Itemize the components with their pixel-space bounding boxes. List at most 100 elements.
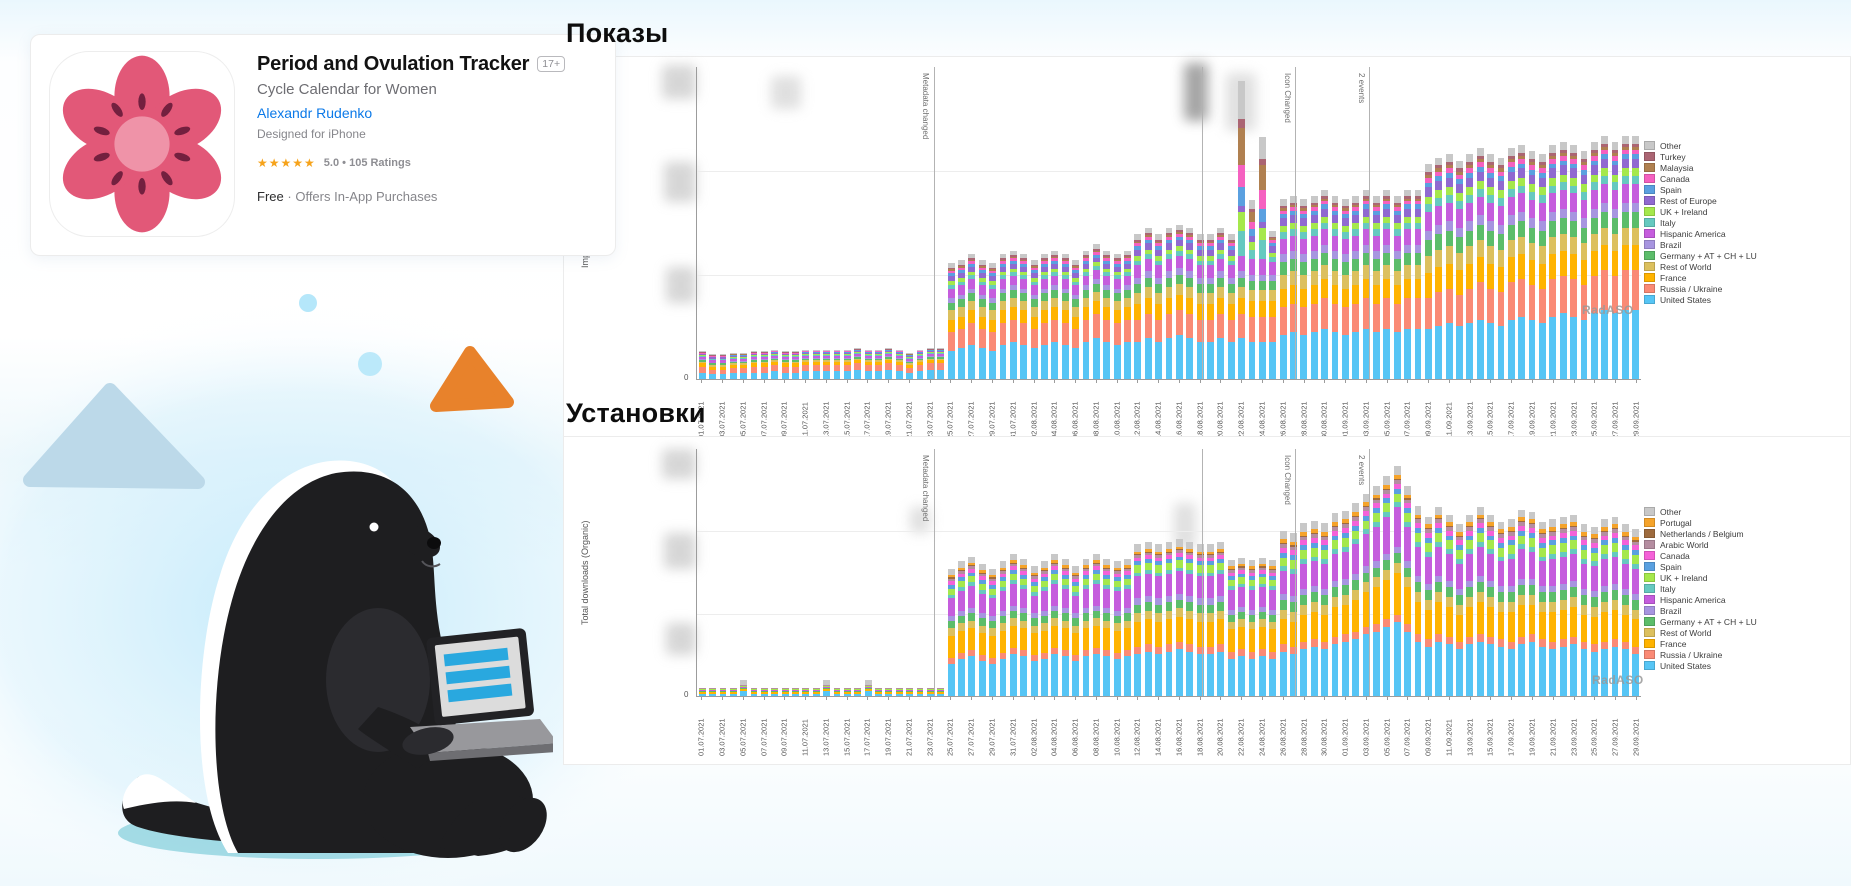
impressions-plot-area bbox=[696, 67, 1641, 380]
bar-segment bbox=[1227, 249, 1235, 256]
x-tick-mark bbox=[805, 697, 807, 700]
bar-segment bbox=[968, 576, 976, 583]
bar-segment bbox=[1248, 258, 1256, 275]
bar-segment bbox=[1590, 152, 1598, 156]
bar-segment bbox=[999, 577, 1007, 582]
bar-segment bbox=[719, 360, 727, 363]
bar-segment bbox=[1290, 304, 1297, 333]
bar-segment bbox=[1020, 571, 1028, 576]
bar-segment bbox=[1227, 614, 1235, 622]
bar-segment bbox=[698, 353, 706, 355]
bar-segment bbox=[1051, 255, 1059, 257]
legend-swatch bbox=[1644, 507, 1655, 516]
developer-link[interactable]: Alexandr Rudenko bbox=[257, 105, 373, 121]
bar-segment bbox=[1238, 649, 1246, 657]
bar-segment bbox=[1186, 549, 1194, 552]
bar-segment bbox=[1476, 546, 1484, 577]
bar-segment bbox=[1590, 607, 1598, 617]
bar-segment bbox=[1352, 539, 1360, 545]
bar-segment bbox=[1258, 280, 1266, 291]
bar-segment bbox=[1456, 545, 1463, 551]
bar-segment bbox=[989, 628, 997, 636]
bar-segment bbox=[1601, 310, 1609, 379]
bar-segment bbox=[1207, 576, 1214, 599]
bar-segment bbox=[1487, 194, 1494, 203]
bar-segment bbox=[1383, 196, 1391, 199]
bar-segment bbox=[771, 371, 779, 379]
bar-segment bbox=[1030, 259, 1038, 265]
bar bbox=[1290, 449, 1297, 696]
bar-segment bbox=[1061, 578, 1069, 585]
bar-segment bbox=[1310, 542, 1318, 548]
bar-segment bbox=[926, 351, 934, 353]
bar-segment bbox=[823, 360, 831, 362]
bar-segment bbox=[1238, 567, 1246, 571]
bar-segment bbox=[1528, 162, 1536, 166]
bar-segment bbox=[698, 354, 706, 356]
bar-segment bbox=[978, 316, 986, 330]
bar-segment bbox=[1518, 516, 1526, 521]
bar-segment bbox=[1362, 529, 1370, 535]
bar-segment bbox=[1373, 494, 1380, 499]
bar-segment bbox=[1445, 230, 1453, 247]
bar-segment bbox=[1175, 649, 1183, 696]
bar-segment bbox=[1186, 287, 1194, 298]
bar-segment bbox=[1217, 240, 1225, 244]
bar-segment bbox=[1061, 650, 1069, 657]
bar bbox=[1424, 449, 1432, 696]
bar-segment bbox=[1196, 544, 1204, 552]
price-row: Free · Offers In-App Purchases bbox=[257, 189, 601, 204]
bar-segment bbox=[1570, 514, 1577, 522]
bar-segment bbox=[958, 267, 965, 271]
bar-segment bbox=[1155, 293, 1163, 305]
legend-swatch bbox=[1644, 273, 1655, 282]
bar bbox=[1539, 449, 1546, 696]
bar-segment bbox=[1113, 288, 1121, 294]
bar-segment bbox=[1321, 614, 1329, 642]
bar-segment bbox=[1331, 204, 1339, 208]
bar-segment bbox=[1020, 344, 1028, 379]
bar-segment bbox=[1238, 287, 1246, 298]
bar-segment bbox=[1258, 656, 1266, 696]
bar-segment bbox=[1227, 609, 1235, 615]
bar-segment bbox=[1362, 566, 1370, 573]
bar-segment bbox=[729, 689, 737, 692]
bar-segment bbox=[1341, 578, 1349, 585]
bar-segment bbox=[1082, 319, 1090, 342]
bar-segment bbox=[1549, 163, 1557, 169]
bar-segment bbox=[1092, 249, 1100, 251]
bar-segment bbox=[1570, 152, 1577, 156]
x-tick-mark bbox=[1178, 380, 1180, 383]
bar-segment bbox=[833, 687, 841, 689]
bar-segment bbox=[1155, 241, 1163, 244]
laptop bbox=[402, 628, 553, 761]
bar bbox=[1528, 67, 1536, 379]
x-tick-label: 25.09.2021 bbox=[1589, 718, 1599, 756]
bar-segment bbox=[1373, 196, 1380, 203]
bar-segment bbox=[1414, 279, 1422, 298]
bar-segment bbox=[1186, 254, 1194, 259]
bar bbox=[1404, 67, 1411, 379]
bar-segment bbox=[698, 689, 706, 692]
bar-segment bbox=[1632, 168, 1640, 177]
bar-segment bbox=[1321, 201, 1329, 205]
bar-segment bbox=[1570, 168, 1577, 178]
bar-segment bbox=[1124, 584, 1131, 589]
bar-segment bbox=[1041, 630, 1048, 653]
bar-segment bbox=[1092, 244, 1100, 250]
bar-segment bbox=[1352, 215, 1360, 224]
bar-segment bbox=[1476, 602, 1484, 635]
legend-item: Spain bbox=[1644, 184, 1757, 195]
bar-segment bbox=[1497, 198, 1505, 206]
x-tick-mark bbox=[1324, 697, 1326, 700]
bar-segment bbox=[812, 357, 820, 359]
bar-segment bbox=[781, 366, 789, 373]
x-tick-label: 16.08.2021 bbox=[1174, 401, 1184, 439]
rating-value: 5.0 bbox=[323, 157, 340, 169]
bar-segment bbox=[823, 691, 831, 696]
bar-segment bbox=[1165, 240, 1173, 244]
installs-chart-title: Установки bbox=[566, 398, 706, 428]
bar-segment bbox=[1124, 567, 1131, 569]
bar-segment bbox=[1009, 276, 1017, 286]
bar bbox=[1373, 67, 1380, 379]
